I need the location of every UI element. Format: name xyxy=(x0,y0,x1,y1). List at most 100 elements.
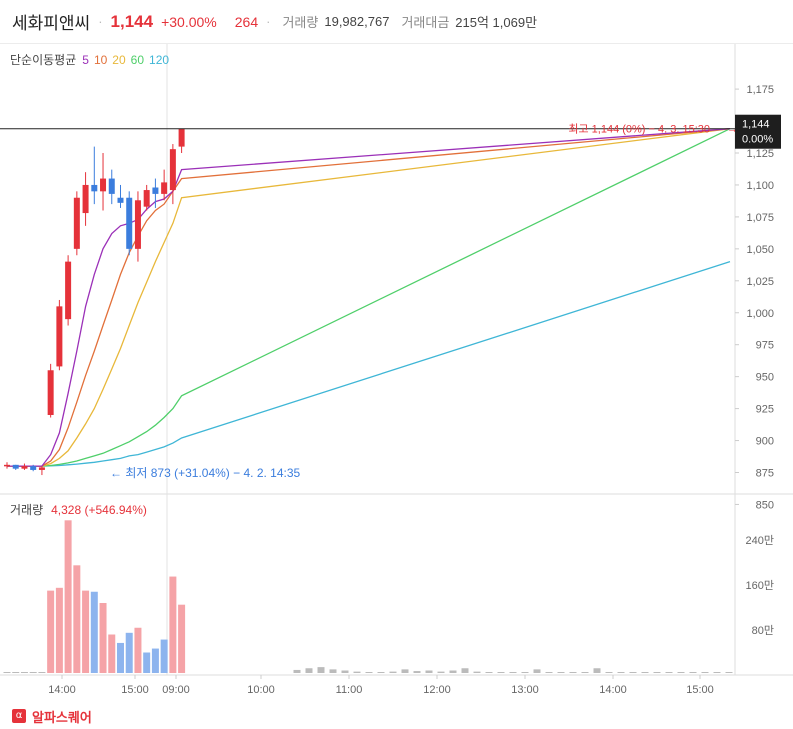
high-arrow: → xyxy=(727,124,738,136)
ma-legend-period-120: 120 xyxy=(149,53,169,67)
volume-bar xyxy=(617,672,625,673)
candle-body xyxy=(161,182,168,194)
ma-line-10 xyxy=(7,128,731,467)
candle-body xyxy=(47,370,54,415)
candle xyxy=(47,363,54,418)
candle-body xyxy=(108,178,115,194)
price-tick-label: 1,175 xyxy=(746,84,774,96)
header-separator: · xyxy=(266,14,271,29)
change-amount: 264 xyxy=(234,13,259,30)
time-tick-label: 15:00 xyxy=(121,684,149,696)
brand-logo-icon: α xyxy=(12,709,26,723)
volume-bar xyxy=(521,672,529,673)
candle-body xyxy=(73,197,80,249)
volume-bar xyxy=(116,642,124,673)
volume-bar xyxy=(653,672,661,673)
volume-bar xyxy=(665,672,673,673)
candle xyxy=(100,153,107,211)
price-volume-chart[interactable]: 850 875 900 925 950 975 1,000 1,025 1,050 1,075 1,… xyxy=(0,44,793,703)
candle xyxy=(12,464,19,470)
volume-bar xyxy=(99,603,107,673)
volume-value: 19,982,767 xyxy=(324,14,390,29)
volume-bar xyxy=(125,632,133,673)
candle-body xyxy=(169,149,176,191)
volume-bar xyxy=(461,668,469,673)
candle-body xyxy=(143,190,150,207)
current-price-tag-value: 1,144 xyxy=(742,119,770,131)
candle-body xyxy=(82,184,89,214)
volume-bar xyxy=(73,565,81,673)
volume-bar xyxy=(605,672,613,673)
candle xyxy=(82,172,89,226)
volume-legend-value: 4,328 (+546.94%) xyxy=(51,503,147,517)
candle xyxy=(134,191,141,262)
volume-bar xyxy=(641,672,649,673)
volume-bar xyxy=(581,672,589,673)
volume-bar xyxy=(90,591,98,673)
candle xyxy=(161,169,168,201)
volume-legend-label: 거래량 xyxy=(10,503,43,517)
price-tick-label: 1,100 xyxy=(746,180,774,192)
candle-body xyxy=(178,128,185,147)
ma-legend-label: 단순이동평균 xyxy=(10,53,76,67)
stock-header: 세화피앤씨 · 1,144 +30.00% 264 · 거래량 19,982,7… xyxy=(0,0,793,44)
volume-bar xyxy=(509,672,517,673)
header-separator: · xyxy=(98,14,103,29)
candle-body xyxy=(117,197,124,203)
volume-tick-label: 160만 xyxy=(746,579,774,592)
volume-bar xyxy=(178,604,186,673)
candle xyxy=(108,169,115,205)
volume-bar xyxy=(425,670,433,673)
volume-bar xyxy=(533,669,541,673)
volume-bar xyxy=(151,648,159,673)
volume-bar xyxy=(29,672,37,673)
volume-bar xyxy=(365,672,373,673)
volume-bar xyxy=(557,672,565,673)
candle xyxy=(126,191,133,256)
stock-name[interactable]: 세화피앤씨 xyxy=(12,14,91,33)
volume-bar xyxy=(377,672,385,673)
volume-bar xyxy=(108,634,116,673)
brand-name[interactable]: 알파스퀘어 xyxy=(32,709,92,725)
volume-bar xyxy=(545,672,553,673)
candle-body xyxy=(12,464,19,469)
volume-bar xyxy=(701,672,709,673)
volume-bar xyxy=(401,669,409,673)
ma-line-120 xyxy=(7,260,731,467)
volume-label: 거래량 xyxy=(282,15,319,30)
volume-bar xyxy=(677,672,685,673)
candle-body xyxy=(134,200,141,249)
candle xyxy=(4,462,10,469)
volume-bar xyxy=(689,672,697,673)
ma-line-20 xyxy=(7,128,731,467)
volume-bar xyxy=(485,672,493,673)
candle xyxy=(152,178,159,208)
current-price-tag: 1,144 0.00% xyxy=(735,114,781,149)
volume-bar xyxy=(497,672,505,673)
volume-tick-label: 80만 xyxy=(752,624,774,637)
price-tick-label: 1,075 xyxy=(746,212,774,224)
volume-bar xyxy=(437,671,445,673)
volume-bar xyxy=(353,671,361,673)
volume-bar xyxy=(64,520,72,673)
candle xyxy=(169,144,176,205)
price-tick-label: 975 xyxy=(756,340,774,352)
time-tick-label: 11:00 xyxy=(336,684,363,696)
candle-body xyxy=(152,187,159,194)
time-tick-label: 15:00 xyxy=(686,684,714,696)
volume-bar xyxy=(329,669,337,673)
ma-legend: 단순이동평균 5 10 20 60 120 xyxy=(10,53,169,67)
candle-body xyxy=(126,197,133,249)
volume-bar xyxy=(82,590,90,673)
volume-bar xyxy=(160,639,168,673)
volume-bar xyxy=(305,668,313,673)
volume-bar xyxy=(12,672,20,673)
candle xyxy=(178,128,185,153)
volume-bar xyxy=(293,669,301,673)
volume-bar xyxy=(47,590,55,673)
current-rate-tag-value: 0.00% xyxy=(742,134,773,146)
volume-bar xyxy=(413,671,421,673)
candle xyxy=(30,464,37,472)
time-tick-label: 12:00 xyxy=(423,684,451,696)
volume-bar xyxy=(713,672,721,673)
